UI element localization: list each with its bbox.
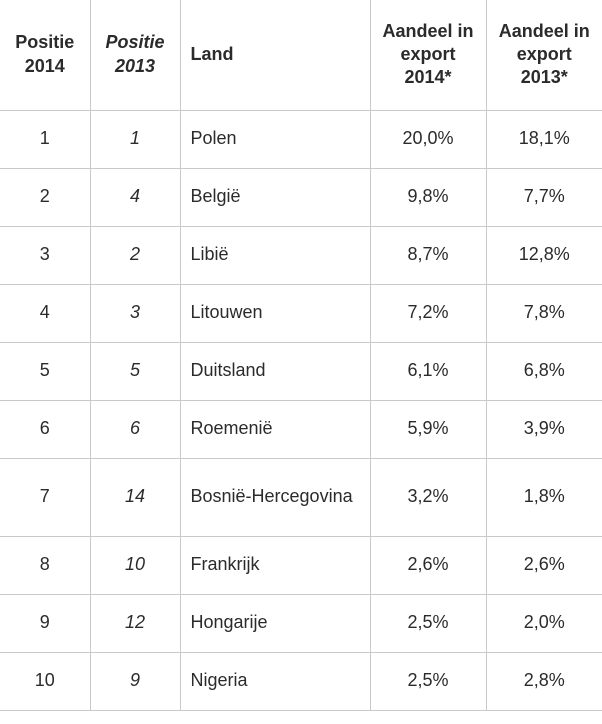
- cell-aandeel-2013: 12,8%: [486, 226, 602, 284]
- cell-aandeel-2014: 2,5%: [370, 652, 486, 710]
- cell-aandeel-2014: 9,8%: [370, 168, 486, 226]
- cell-aandeel-2013: 7,7%: [486, 168, 602, 226]
- table-row: 8 10 Frankrijk 2,6% 2,6%: [0, 536, 602, 594]
- cell-aandeel-2014: 6,1%: [370, 342, 486, 400]
- cell-aandeel-2013: 6,8%: [486, 342, 602, 400]
- cell-land: Hongarije: [180, 594, 370, 652]
- cell-aandeel-2013: 2,0%: [486, 594, 602, 652]
- cell-aandeel-2013: 1,8%: [486, 458, 602, 536]
- cell-land: Litouwen: [180, 284, 370, 342]
- cell-positie-2014: 6: [0, 400, 90, 458]
- cell-aandeel-2013: 2,8%: [486, 652, 602, 710]
- cell-land: Duitsland: [180, 342, 370, 400]
- cell-aandeel-2014: 2,6%: [370, 536, 486, 594]
- cell-positie-2014: 8: [0, 536, 90, 594]
- cell-land: België: [180, 168, 370, 226]
- export-ranking-table-container: Positie 2014 Positie 2013 Land Aandeel i…: [0, 0, 602, 711]
- cell-positie-2014: 9: [0, 594, 90, 652]
- cell-land: Nigeria: [180, 652, 370, 710]
- cell-land: Polen: [180, 110, 370, 168]
- cell-aandeel-2014: 7,2%: [370, 284, 486, 342]
- table-row: 1 1 Polen 20,0% 18,1%: [0, 110, 602, 168]
- cell-aandeel-2013: 18,1%: [486, 110, 602, 168]
- cell-aandeel-2013: 3,9%: [486, 400, 602, 458]
- cell-aandeel-2014: 2,5%: [370, 594, 486, 652]
- col-header-land: Land: [180, 0, 370, 110]
- col-header-aandeel-2013: Aandeel in export 2013*: [486, 0, 602, 110]
- table-row: 3 2 Libië 8,7% 12,8%: [0, 226, 602, 284]
- cell-aandeel-2014: 5,9%: [370, 400, 486, 458]
- table-row: 7 14 Bosnië-Hercegovina 3,2% 1,8%: [0, 458, 602, 536]
- cell-positie-2014: 4: [0, 284, 90, 342]
- cell-land: Libië: [180, 226, 370, 284]
- table-row: 5 5 Duitsland 6,1% 6,8%: [0, 342, 602, 400]
- cell-positie-2013: 14: [90, 458, 180, 536]
- cell-positie-2013: 12: [90, 594, 180, 652]
- cell-positie-2014: 10: [0, 652, 90, 710]
- table-row: 10 9 Nigeria 2,5% 2,8%: [0, 652, 602, 710]
- col-header-positie-2014: Positie 2014: [0, 0, 90, 110]
- table-header-row: Positie 2014 Positie 2013 Land Aandeel i…: [0, 0, 602, 110]
- cell-positie-2013: 5: [90, 342, 180, 400]
- cell-aandeel-2014: 8,7%: [370, 226, 486, 284]
- cell-positie-2014: 5: [0, 342, 90, 400]
- cell-aandeel-2013: 7,8%: [486, 284, 602, 342]
- cell-land: Roemenië: [180, 400, 370, 458]
- cell-positie-2014: 2: [0, 168, 90, 226]
- cell-aandeel-2014: 3,2%: [370, 458, 486, 536]
- cell-land: Frankrijk: [180, 536, 370, 594]
- cell-aandeel-2013: 2,6%: [486, 536, 602, 594]
- cell-land: Bosnië-Hercegovina: [180, 458, 370, 536]
- cell-positie-2013: 10: [90, 536, 180, 594]
- col-header-aandeel-2014: Aandeel in export 2014*: [370, 0, 486, 110]
- cell-positie-2014: 3: [0, 226, 90, 284]
- cell-positie-2013: 3: [90, 284, 180, 342]
- cell-positie-2013: 6: [90, 400, 180, 458]
- cell-positie-2013: 9: [90, 652, 180, 710]
- cell-positie-2014: 7: [0, 458, 90, 536]
- table-row: 6 6 Roemenië 5,9% 3,9%: [0, 400, 602, 458]
- table-row: 2 4 België 9,8% 7,7%: [0, 168, 602, 226]
- cell-aandeel-2014: 20,0%: [370, 110, 486, 168]
- col-header-positie-2013: Positie 2013: [90, 0, 180, 110]
- export-ranking-table: Positie 2014 Positie 2013 Land Aandeel i…: [0, 0, 602, 711]
- cell-positie-2013: 2: [90, 226, 180, 284]
- cell-positie-2013: 4: [90, 168, 180, 226]
- cell-positie-2014: 1: [0, 110, 90, 168]
- cell-positie-2013: 1: [90, 110, 180, 168]
- table-row: 4 3 Litouwen 7,2% 7,8%: [0, 284, 602, 342]
- table-row: 9 12 Hongarije 2,5% 2,0%: [0, 594, 602, 652]
